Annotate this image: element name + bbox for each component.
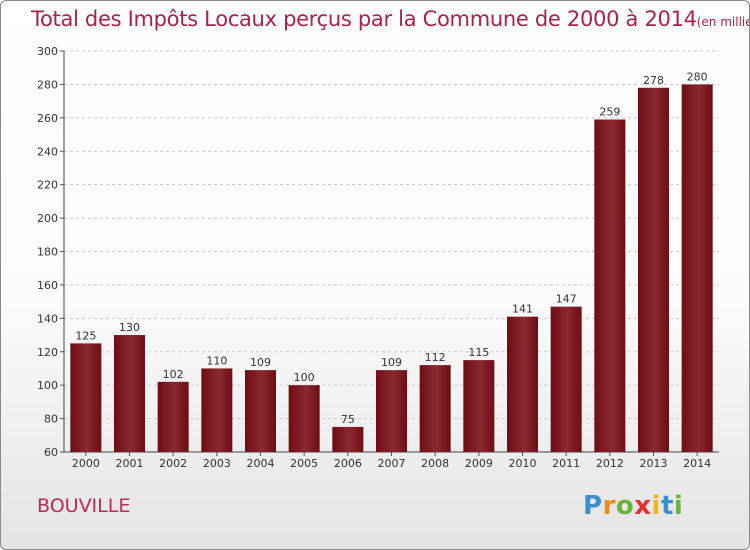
x-tick-label: 2009 <box>465 457 493 470</box>
x-tick-label: 2004 <box>247 457 275 470</box>
y-tick-label: 240 <box>37 145 58 158</box>
bar <box>114 335 145 452</box>
y-tick-label: 160 <box>37 279 58 292</box>
y-tick-label: 300 <box>37 45 58 58</box>
x-tick-label: 2011 <box>552 457 580 470</box>
x-tick-label: 2008 <box>421 457 449 470</box>
bar <box>288 385 320 452</box>
bar-value-label: 109 <box>381 356 402 369</box>
y-tick-label: 260 <box>37 112 58 125</box>
bar-value-label: 112 <box>425 351 446 364</box>
bar-value-label: 102 <box>163 368 184 381</box>
bar-value-label: 110 <box>206 354 227 367</box>
bar <box>332 426 364 452</box>
bar-value-label: 100 <box>294 371 315 384</box>
bar-value-label: 141 <box>512 303 533 316</box>
bar-value-label: 130 <box>119 321 140 334</box>
commune-name: BOUVILLE <box>37 495 131 517</box>
x-tick-label: 2014 <box>683 457 711 470</box>
x-tick-label: 2010 <box>509 457 537 470</box>
bar <box>594 119 626 453</box>
bar <box>376 370 407 452</box>
chart-title: Total des Impôts Locaux perçus par la Co… <box>31 7 749 31</box>
bar-value-label: 280 <box>687 70 708 83</box>
bar <box>638 87 669 452</box>
x-tick-label: 2002 <box>159 457 187 470</box>
y-tick-label: 60 <box>44 446 58 459</box>
unit-note: (en milliers d'€) <box>696 15 749 29</box>
x-tick-label: 2005 <box>290 457 318 470</box>
y-tick-label: 80 <box>44 413 58 426</box>
y-tick-label: 120 <box>37 346 58 359</box>
bar-value-label: 75 <box>341 413 355 426</box>
y-tick-label: 100 <box>37 379 58 392</box>
bar-value-label: 278 <box>643 74 664 87</box>
bar-value-label: 147 <box>556 293 577 306</box>
x-tick-label: 2001 <box>116 457 144 470</box>
title-text: Total des Impôts Locaux perçus par la Co… <box>31 7 697 31</box>
y-tick-label: 200 <box>37 212 58 225</box>
bar <box>419 365 451 452</box>
bar-value-label: 109 <box>250 356 271 369</box>
bar <box>550 306 582 452</box>
y-tick-label: 140 <box>37 312 58 325</box>
bar <box>201 368 233 452</box>
bar-value-label: 259 <box>599 106 620 119</box>
bar <box>245 370 276 452</box>
bar <box>70 343 102 452</box>
bar-value-label: 125 <box>75 329 96 342</box>
y-tick-label: 180 <box>37 246 58 259</box>
bar-value-label: 115 <box>468 346 489 359</box>
bar <box>463 360 495 452</box>
x-tick-label: 2003 <box>203 457 231 470</box>
proxiti-logo: Proxiti <box>583 491 684 521</box>
x-tick-label: 2000 <box>72 457 100 470</box>
x-tick-label: 2012 <box>596 457 624 470</box>
bar <box>681 84 713 453</box>
y-tick-label: 220 <box>37 179 58 192</box>
bar <box>157 381 189 452</box>
x-tick-label: 2007 <box>378 457 406 470</box>
y-tick-label: 280 <box>37 78 58 91</box>
x-tick-label: 2006 <box>334 457 362 470</box>
x-tick-label: 2013 <box>640 457 668 470</box>
bar <box>507 316 538 452</box>
